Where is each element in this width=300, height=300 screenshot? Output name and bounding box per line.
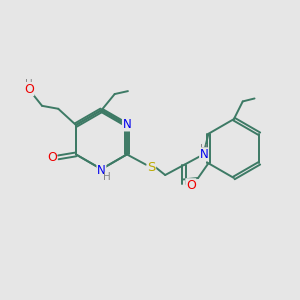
Text: H: H xyxy=(103,172,111,182)
Text: O: O xyxy=(24,82,34,95)
Text: O: O xyxy=(186,179,196,192)
Text: N: N xyxy=(122,118,131,131)
Text: O: O xyxy=(47,151,57,164)
Text: H: H xyxy=(200,144,208,154)
Text: S: S xyxy=(147,161,155,174)
Text: N: N xyxy=(200,148,208,161)
Text: H: H xyxy=(25,79,33,89)
Text: N: N xyxy=(97,164,106,177)
